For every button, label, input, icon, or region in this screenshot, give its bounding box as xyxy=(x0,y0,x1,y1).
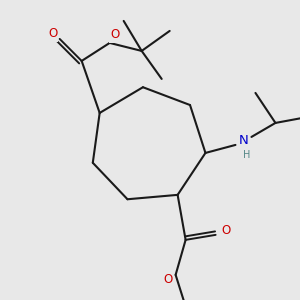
Text: H: H xyxy=(243,150,250,160)
Text: O: O xyxy=(221,224,230,237)
Text: O: O xyxy=(163,273,172,286)
Text: O: O xyxy=(110,28,119,41)
Text: O: O xyxy=(48,27,57,40)
Text: N: N xyxy=(238,134,248,147)
